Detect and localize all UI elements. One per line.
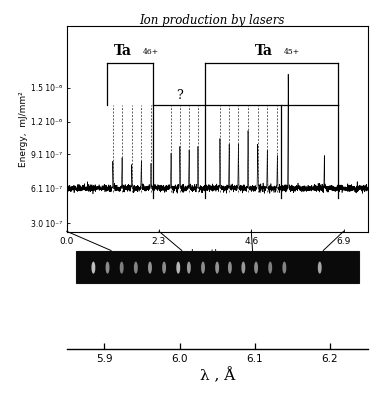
Bar [76,251,359,283]
Ellipse shape [215,262,219,274]
Text: Ta: Ta [255,45,273,58]
Ellipse shape [134,262,138,274]
Ellipse shape [318,262,322,274]
Ellipse shape [106,262,109,274]
Y-axis label: Energy,  mJ/mm²: Energy, mJ/mm² [19,91,28,167]
Ellipse shape [282,262,287,274]
Ellipse shape [176,262,180,274]
Ellipse shape [162,262,166,274]
Text: Ion production by lasers: Ion production by lasers [139,14,284,27]
Ellipse shape [91,262,95,274]
Ellipse shape [242,262,245,274]
Ellipse shape [148,262,152,274]
Text: Ta: Ta [114,45,132,58]
Ellipse shape [120,262,124,274]
Text: 46+: 46+ [143,48,159,56]
Text: 45+: 45+ [284,48,300,56]
X-axis label: λ , Å: λ , Å [200,368,235,383]
Ellipse shape [268,262,272,274]
Ellipse shape [201,262,205,274]
Ellipse shape [187,262,191,274]
Text: ?: ? [176,89,182,102]
Ellipse shape [228,262,232,274]
Ellipse shape [254,262,258,274]
X-axis label: length, mm: length, mm [191,249,243,258]
